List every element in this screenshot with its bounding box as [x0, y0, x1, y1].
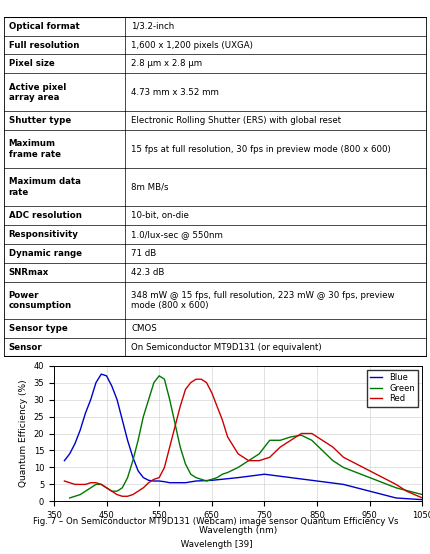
- Text: Electronic Rolling Shutter (ERS) with global reset: Electronic Rolling Shutter (ERS) with gl…: [131, 116, 341, 125]
- Text: Fig. 7 – On Semiconductor MT9D131 (Webcam) image sensor Quantum Efficiency Vs: Fig. 7 – On Semiconductor MT9D131 (Webca…: [33, 517, 397, 526]
- X-axis label: Wavelength (nm): Wavelength (nm): [199, 526, 276, 535]
- Text: 1.0/lux-sec @ 550nm: 1.0/lux-sec @ 550nm: [131, 230, 222, 239]
- Text: 10-bit, on-die: 10-bit, on-die: [131, 211, 188, 220]
- Text: Pixel size: Pixel size: [9, 59, 54, 69]
- Text: 1/3.2-inch: 1/3.2-inch: [131, 22, 174, 30]
- Text: Maximum data
rate: Maximum data rate: [9, 177, 80, 197]
- Text: 2.8 μm x 2.8 μm: 2.8 μm x 2.8 μm: [131, 59, 202, 69]
- Text: Sensor type: Sensor type: [9, 325, 67, 334]
- Text: 4.73 mm x 3.52 mm: 4.73 mm x 3.52 mm: [131, 88, 218, 97]
- Text: 15 fps at full resolution, 30 fps in preview mode (800 x 600): 15 fps at full resolution, 30 fps in pre…: [131, 145, 390, 153]
- Text: Full resolution: Full resolution: [9, 40, 79, 49]
- Text: SNRmax: SNRmax: [9, 268, 49, 276]
- Y-axis label: Quantum Efficiency (%): Quantum Efficiency (%): [19, 379, 28, 488]
- Text: Active pixel
array area: Active pixel array area: [9, 83, 66, 102]
- Text: Wavelength [39]: Wavelength [39]: [178, 540, 252, 548]
- Legend: Blue, Green, Red: Blue, Green, Red: [366, 370, 417, 407]
- Text: Shutter type: Shutter type: [9, 116, 71, 125]
- Text: 42.3 dB: 42.3 dB: [131, 268, 164, 276]
- Text: Dynamic range: Dynamic range: [9, 249, 81, 258]
- Text: 8m MB/s: 8m MB/s: [131, 182, 168, 192]
- Text: 1,600 x 1,200 pixels (UXGA): 1,600 x 1,200 pixels (UXGA): [131, 40, 252, 49]
- Text: Maximum
frame rate: Maximum frame rate: [9, 140, 60, 159]
- Text: Responsitivity: Responsitivity: [9, 230, 78, 239]
- Text: On Semiconductor MT9D131 (or equivalent): On Semiconductor MT9D131 (or equivalent): [131, 343, 321, 352]
- Text: Sensor: Sensor: [9, 343, 42, 352]
- Text: 348 mW @ 15 fps, full resolution, 223 mW @ 30 fps, preview
mode (800 x 600): 348 mW @ 15 fps, full resolution, 223 mW…: [131, 291, 393, 310]
- Text: Optical format: Optical format: [9, 22, 79, 30]
- Text: CMOS: CMOS: [131, 325, 157, 334]
- Text: ADC resolution: ADC resolution: [9, 211, 81, 220]
- Text: Power
consumption: Power consumption: [9, 291, 71, 310]
- Text: 71 dB: 71 dB: [131, 249, 156, 258]
